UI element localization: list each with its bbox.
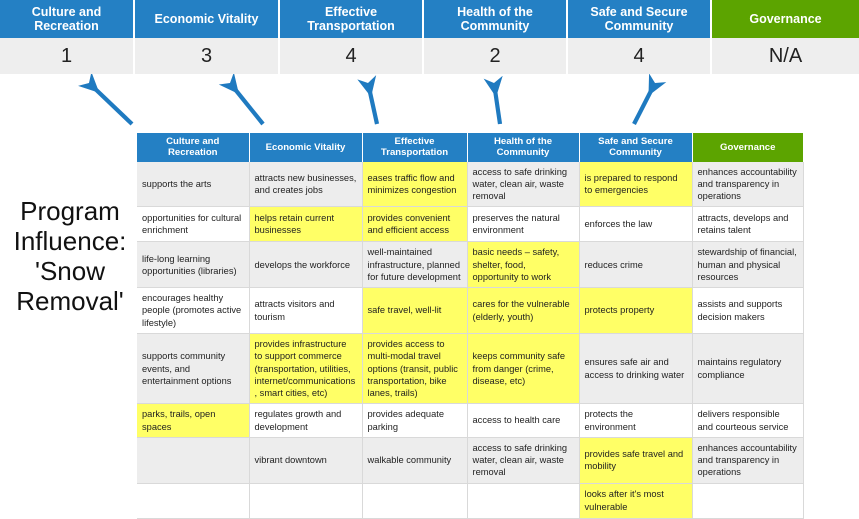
scorecard-header-culture-and-recreation: Culture and Recreation (0, 0, 135, 38)
matrix-cell: protects the environment (579, 403, 693, 438)
matrix-cell: preserves the natural environment (467, 206, 580, 243)
arrow-group (78, 74, 667, 126)
caption-line-3: 'Snow (34, 256, 105, 287)
matrix-cell: is prepared to respond to emergencies (579, 161, 693, 208)
matrix-cell: eases traffic flow and minimizes congest… (362, 161, 468, 208)
matrix-cell: attracts visitors and tourism (249, 287, 363, 335)
scorecard-header-health-of-the-community: Health of the Community (424, 0, 568, 38)
matrix-header-culture-and-recreation: Culture and Recreation (137, 133, 250, 162)
matrix-cell: helps retain current businesses (249, 206, 363, 243)
matrix-cell: attracts, develops and retains talent (692, 206, 804, 243)
matrix-cell: protects property (579, 287, 693, 335)
matrix-cell: delivers responsible and courteous servi… (692, 403, 804, 438)
scorecard-score-economic-vitality: 3 (135, 38, 280, 74)
matrix-body: supports the arts attracts new businesse… (137, 161, 804, 519)
matrix-cell: vibrant downtown (249, 437, 363, 484)
matrix-cell (467, 483, 580, 519)
matrix-cell: supports the arts (137, 161, 250, 208)
caption-line-1: Program (20, 196, 120, 226)
matrix-cell: attracts new businesses, and creates job… (249, 161, 363, 208)
matrix-cell: develops the workforce (249, 241, 363, 289)
matrix-cell: provides convenient and efficient access (362, 206, 468, 243)
matrix-cell: enhances accountability and transparency… (692, 437, 804, 484)
matrix-cell (692, 483, 804, 519)
caption-line-2: Influence: (13, 226, 127, 257)
scorecard-summary-bar: Culture and Recreation Economic Vitality… (0, 0, 859, 74)
scorecard-score-row: 1 3 4 2 4 N/A (0, 38, 859, 74)
scorecard-score-governance: N/A (712, 38, 859, 74)
table-row: vibrant downtown walkable community acce… (137, 437, 804, 484)
matrix-cell: reduces crime (579, 241, 693, 289)
caption-line-4: Removal' (16, 286, 124, 317)
matrix-cell: opportunities for cultural enrichment (137, 206, 250, 243)
table-row: looks after it's most vulnerable (137, 483, 804, 519)
scorecard-score-effective-transportation: 4 (280, 38, 424, 74)
up-left-arrow-1 (78, 74, 134, 126)
table-row: supports the arts attracts new businesse… (137, 161, 804, 208)
table-row: encourages healthy people (promotes acti… (137, 287, 804, 335)
matrix-header-governance: Governance (692, 133, 803, 162)
matrix-header-row: Culture and Recreation Economic Vitality… (137, 133, 803, 162)
matrix-header-effective-transportation: Effective Transportation (362, 133, 468, 162)
up-right-arrow-5 (632, 74, 667, 125)
matrix-cell: cares for the vulnerable (elderly, youth… (467, 287, 580, 335)
up-left-arrow-2 (218, 74, 265, 126)
matrix-cell: stewardship of financial, human and phys… (692, 241, 804, 289)
program-influence-caption: Program Influence: 'Snow Removal' (6, 196, 134, 317)
matrix-cell: ensures safe air and access to drinking … (579, 333, 693, 405)
table-row: supports community events, and entertain… (137, 333, 804, 405)
scorecard-header-governance: Governance (712, 0, 859, 38)
matrix-cell: enforces the law (579, 206, 693, 243)
up-arrow-4 (483, 75, 503, 125)
matrix-header-economic-vitality: Economic Vitality (249, 133, 363, 162)
matrix-cell: regulates growth and development (249, 403, 363, 438)
table-row: parks, trails, open spaces regulates gro… (137, 403, 804, 438)
matrix-cell: life-long learning opportunities (librar… (137, 241, 250, 289)
matrix-cell: assists and supports decision makers (692, 287, 804, 335)
matrix-cell (362, 483, 468, 519)
matrix-header-safe-and-secure-community: Safe and Secure Community (579, 133, 693, 162)
table-row: opportunities for cultural enrichment he… (137, 206, 804, 243)
matrix-cell: parks, trails, open spaces (137, 403, 250, 438)
matrix-cell: provides safe travel and mobility (579, 437, 693, 484)
matrix-cell: looks after it's most vulnerable (579, 483, 693, 519)
scorecard-header-safe-and-secure-community: Safe and Secure Community (568, 0, 712, 38)
scorecard-score-culture-and-recreation: 1 (0, 38, 135, 74)
matrix-cell (137, 437, 250, 484)
matrix-cell: maintains regulatory compliance (692, 333, 804, 405)
matrix-cell: access to health care (467, 403, 580, 438)
matrix-header-health-of-the-community: Health of the Community (467, 133, 580, 162)
matrix-cell: well-maintained infrastructure, planned … (362, 241, 468, 289)
matrix-cell (249, 483, 363, 519)
matrix-cell: keeps community safe from danger (crime,… (467, 333, 580, 405)
matrix-cell: provides access to multi-modal travel op… (362, 333, 468, 405)
matrix-cell: safe travel, well-lit (362, 287, 468, 335)
matrix-cell: basic needs – safety, shelter, food, opp… (467, 241, 580, 289)
matrix-cell: supports community events, and entertain… (137, 333, 250, 405)
scorecard-header-economic-vitality: Economic Vitality (135, 0, 280, 38)
matrix-cell: encourages healthy people (promotes acti… (137, 287, 250, 335)
program-influence-matrix: Culture and Recreation Economic Vitality… (137, 133, 804, 519)
matrix-cell (137, 483, 250, 519)
scorecard-header-row: Culture and Recreation Economic Vitality… (0, 0, 859, 38)
matrix-cell: access to safe drinking water, clean air… (467, 161, 580, 208)
table-row: life-long learning opportunities (librar… (137, 241, 804, 289)
matrix-cell: walkable community (362, 437, 468, 484)
scorecard-header-effective-transportation: Effective Transportation (280, 0, 424, 38)
scorecard-score-safe-and-secure-community: 4 (568, 38, 712, 74)
matrix-cell: provides adequate parking (362, 403, 468, 438)
matrix-cell: access to safe drinking water, clean air… (467, 437, 580, 484)
matrix-cell: provides infrastructure to support comme… (249, 333, 363, 405)
up-arrow-3 (357, 75, 380, 125)
matrix-cell: enhances accountability and transparency… (692, 161, 804, 208)
scorecard-score-health-of-the-community: 2 (424, 38, 568, 74)
